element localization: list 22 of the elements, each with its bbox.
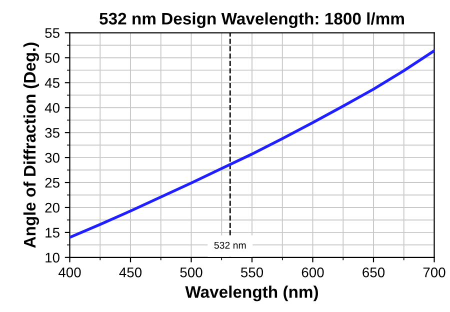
y-tick-label: 25 xyxy=(45,178,60,188)
chart-title: 532 nm Design Wavelength: 1800 l/mm xyxy=(100,12,404,28)
y-tick-label: 10 xyxy=(46,252,60,263)
x-tick-label: 400 xyxy=(58,267,81,278)
x-axis-title: Wavelength (nm) xyxy=(185,286,318,302)
x-tick-label: 500 xyxy=(180,267,202,278)
y-tick-label: 15 xyxy=(46,228,60,238)
y-tick-label: 30 xyxy=(45,152,60,163)
y-tick-label: 45 xyxy=(44,78,60,88)
y-tick-label: 35 xyxy=(45,128,60,138)
ref-line-label: 532 nm xyxy=(214,242,246,249)
y-tick-label: 50 xyxy=(45,53,60,63)
x-tick-label: 600 xyxy=(302,267,324,278)
y-axis-title: Angle of Diffraction (Deg.) xyxy=(23,42,40,248)
y-tick-label: 40 xyxy=(44,102,60,113)
x-tick-label: 700 xyxy=(423,267,446,278)
line-series xyxy=(70,49,434,239)
x-tick-label: 450 xyxy=(119,267,142,278)
y-tick-label: 20 xyxy=(45,202,60,213)
x-tick-label: 550 xyxy=(240,267,264,278)
x-tick-label: 650 xyxy=(362,267,385,278)
y-tick-label: 55 xyxy=(45,28,60,38)
